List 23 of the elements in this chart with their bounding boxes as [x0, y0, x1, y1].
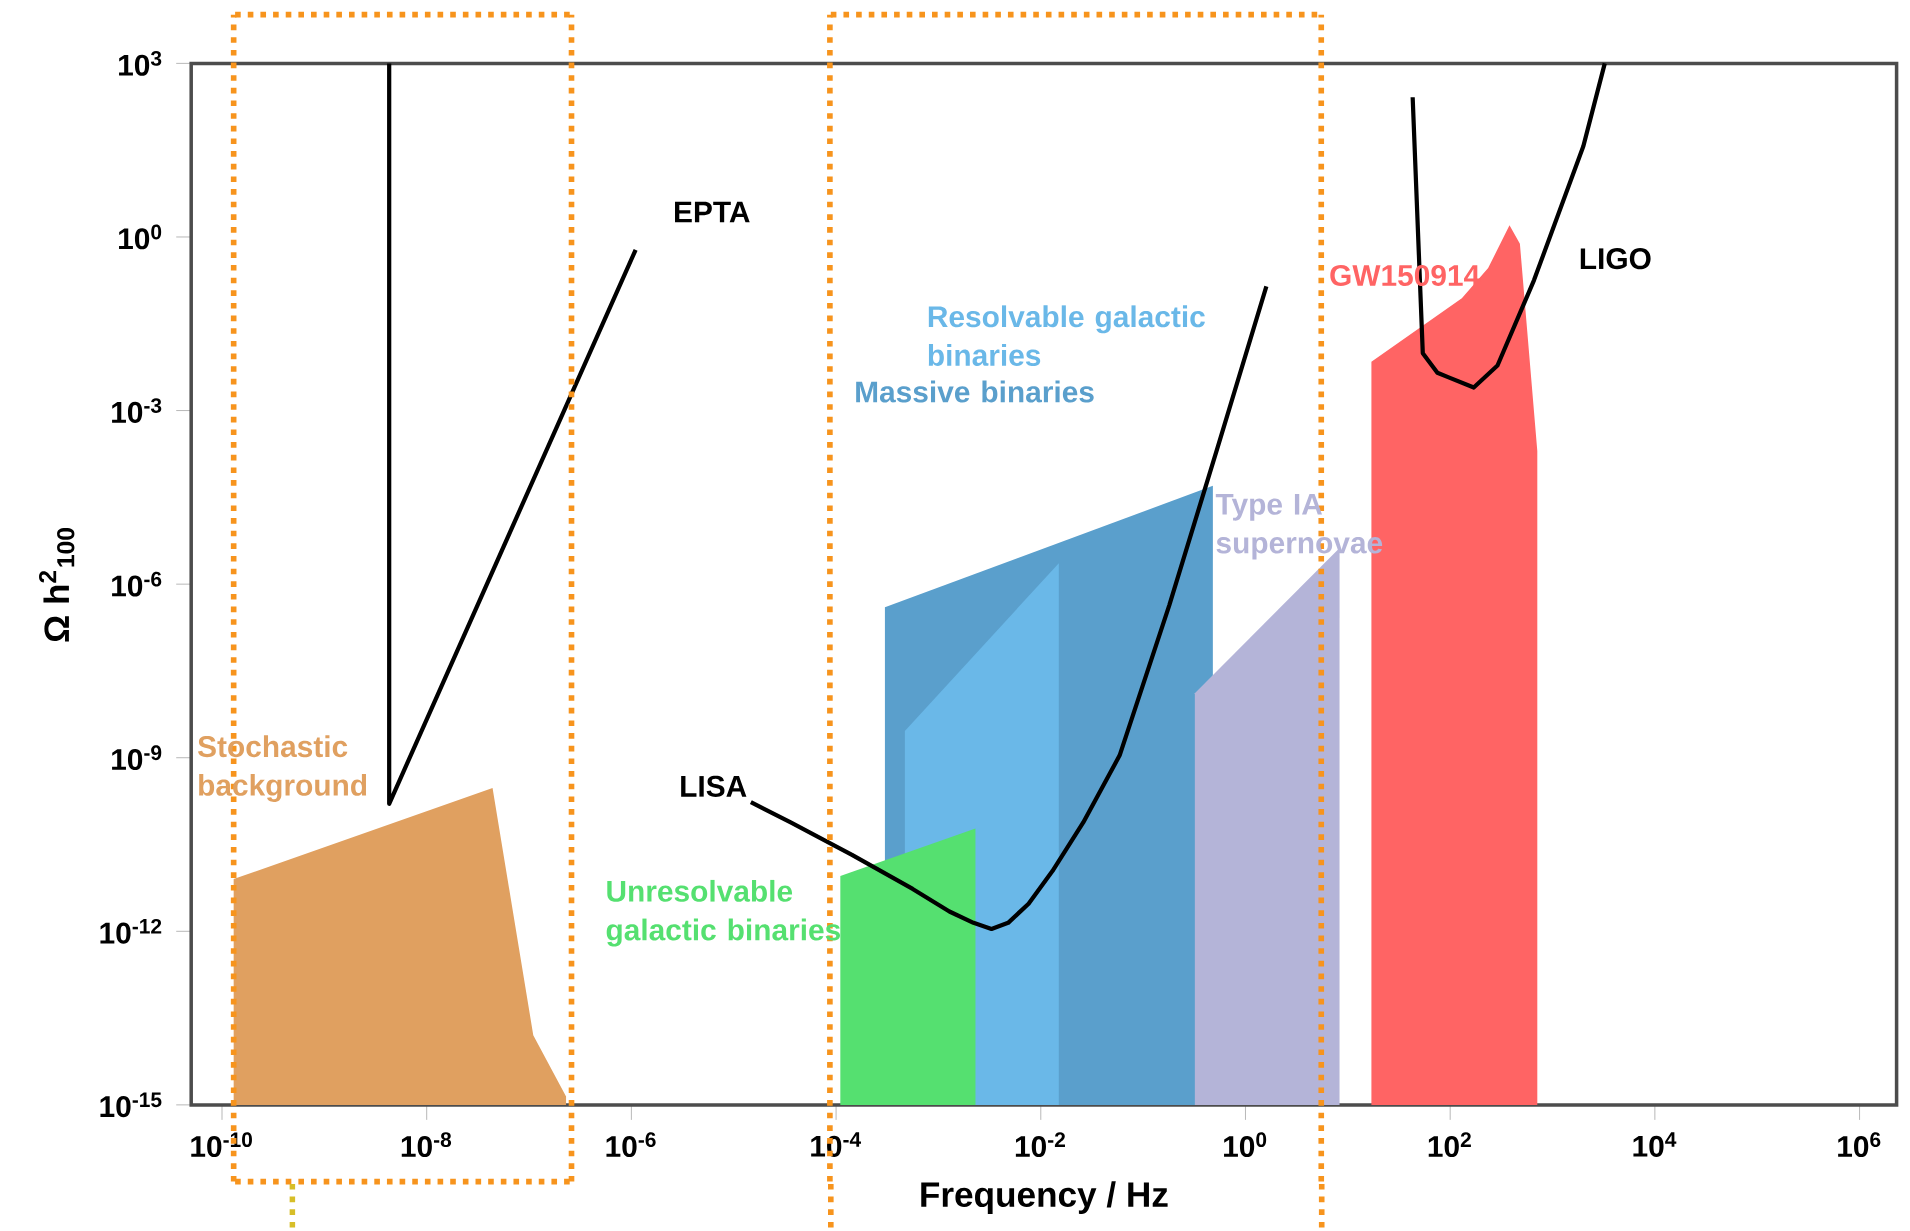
x-axis-title: Frequency / Hz: [921, 1181, 1168, 1215]
x-tick-label: 10$^{0}$: [1224, 1132, 1267, 1158]
y-tick-label: 10$^{-3}$: [112, 398, 162, 424]
series-label: Stochastic background: [198, 735, 367, 803]
y-tick-label: 10$^{-12}$: [100, 919, 162, 944]
series-label: Unresolvable galactic binaries: [606, 880, 841, 947]
x-tick-label: 10$^{2}$: [1428, 1132, 1471, 1158]
x-tick-label: 10$^{-6}$: [606, 1132, 656, 1158]
series-label: LISA: [681, 775, 747, 798]
y-axis-title: Ω h$^{2}$100: [39, 528, 75, 642]
text: Resolvable galactic binaries: [928, 305, 1205, 367]
x-tick-label: 10$^{-2}$: [1015, 1132, 1065, 1158]
x-tick-label: 10$^{-8}$: [401, 1132, 452, 1158]
y-tick-label: 10$^{-15}$: [100, 1092, 162, 1118]
y-tick-label: 10$^{3}$: [119, 51, 162, 76]
x-tick-label: 10$^{4}$: [1633, 1132, 1677, 1158]
y-tick-label: 10$^{-9}$: [112, 745, 162, 771]
y-tick-label: 10$^{0}$: [119, 224, 162, 250]
series-label: LIGO: [1580, 248, 1651, 270]
text: Massive binaries: [856, 380, 1094, 403]
y-tick-label: 10$^{-6}$: [112, 571, 162, 597]
series-label: EPTA: [675, 201, 750, 223]
x-tick-label: 10$^{6}$: [1838, 1132, 1881, 1158]
